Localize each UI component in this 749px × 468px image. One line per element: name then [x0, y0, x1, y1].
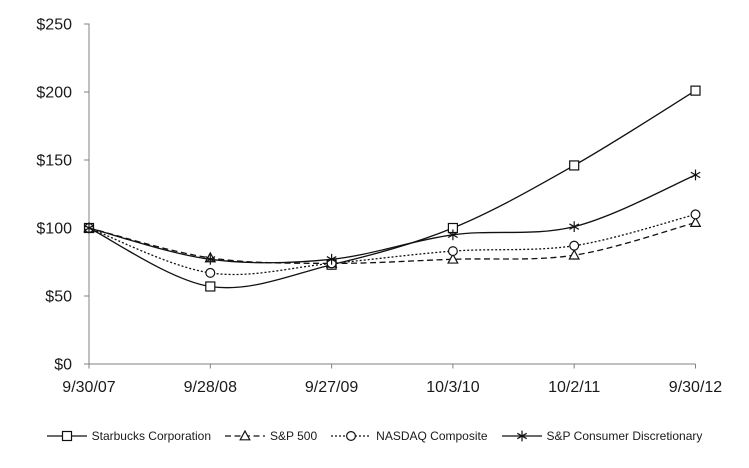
- asterisk-marker: [205, 253, 216, 265]
- series-nasdaq-composite: [83, 209, 701, 278]
- y-tick-label: $0: [54, 357, 72, 374]
- square-marker: [569, 160, 580, 171]
- circle-marker: [569, 240, 580, 251]
- legend-item-s-p-500: S&P 500: [225, 429, 317, 443]
- triangle-marker: [239, 429, 251, 441]
- series-line: [88, 90, 696, 289]
- circle-legend-sample: [331, 430, 372, 442]
- x-tick-label: 9/30/07: [62, 379, 115, 396]
- triangle-marker: [689, 216, 702, 227]
- legend-item-nasdaq-composite: NASDAQ Composite: [331, 429, 488, 443]
- y-tick-label: $50: [45, 289, 72, 306]
- stock-performance-chart: $0 $50 $100 $150 $200 $250 9/30/07 9/28/08 9/27/…: [36, 17, 722, 397]
- square-marker: [61, 430, 72, 442]
- series-s-p-consumer-discretionary: [84, 169, 701, 265]
- series-line: [88, 213, 696, 276]
- asterisk-legend-sample: [501, 430, 542, 442]
- series-line: [88, 174, 696, 264]
- legend-label: NASDAQ Composite: [376, 429, 488, 443]
- x-tick-label: 10/3/10: [426, 379, 479, 396]
- series-line: [88, 221, 696, 265]
- y-tick-label: $200: [36, 85, 72, 102]
- legend-label: Starbucks Corporation: [91, 429, 211, 443]
- x-tick-label: 9/30/12: [669, 379, 722, 396]
- triangle-marker: [447, 253, 459, 264]
- x-tick-label: 9/27/09: [305, 379, 358, 396]
- square-marker: [205, 281, 216, 292]
- series-starbucks-corporation: [83, 85, 701, 292]
- circle-marker: [205, 267, 216, 278]
- asterisk-marker: [569, 221, 580, 233]
- x-tick-label: 9/28/08: [184, 379, 237, 396]
- triangle-legend-sample: [225, 429, 265, 441]
- circle-marker: [690, 209, 701, 220]
- circle-marker: [447, 246, 458, 257]
- series-s-p-500: [83, 216, 702, 268]
- asterisk-marker: [84, 222, 94, 234]
- legend-label: S&P Consumer Discretionary: [546, 429, 703, 443]
- y-tick-label: $100: [36, 221, 72, 238]
- asterisk-marker: [447, 229, 458, 241]
- square-marker: [690, 85, 701, 96]
- square-legend-sample: [46, 430, 87, 442]
- legend-label: S&P 500: [270, 429, 318, 443]
- legend-item-s-p-consumer-discretionary: S&P Consumer Discretionary: [501, 429, 703, 443]
- chart-legend: Starbucks Corporation S&P 500 NASDAQ Compo…: [0, 429, 749, 443]
- asterisk-marker: [690, 169, 701, 181]
- asterisk-marker: [516, 430, 527, 442]
- y-tick-label: $250: [36, 17, 72, 34]
- triangle-marker: [568, 248, 581, 260]
- legend-item-starbucks-corporation: Starbucks Corporation: [46, 429, 211, 443]
- x-tick-label: 10/2/11: [548, 379, 600, 396]
- y-tick-label: $150: [36, 153, 72, 170]
- asterisk-marker: [326, 253, 337, 265]
- circle-marker: [346, 430, 357, 442]
